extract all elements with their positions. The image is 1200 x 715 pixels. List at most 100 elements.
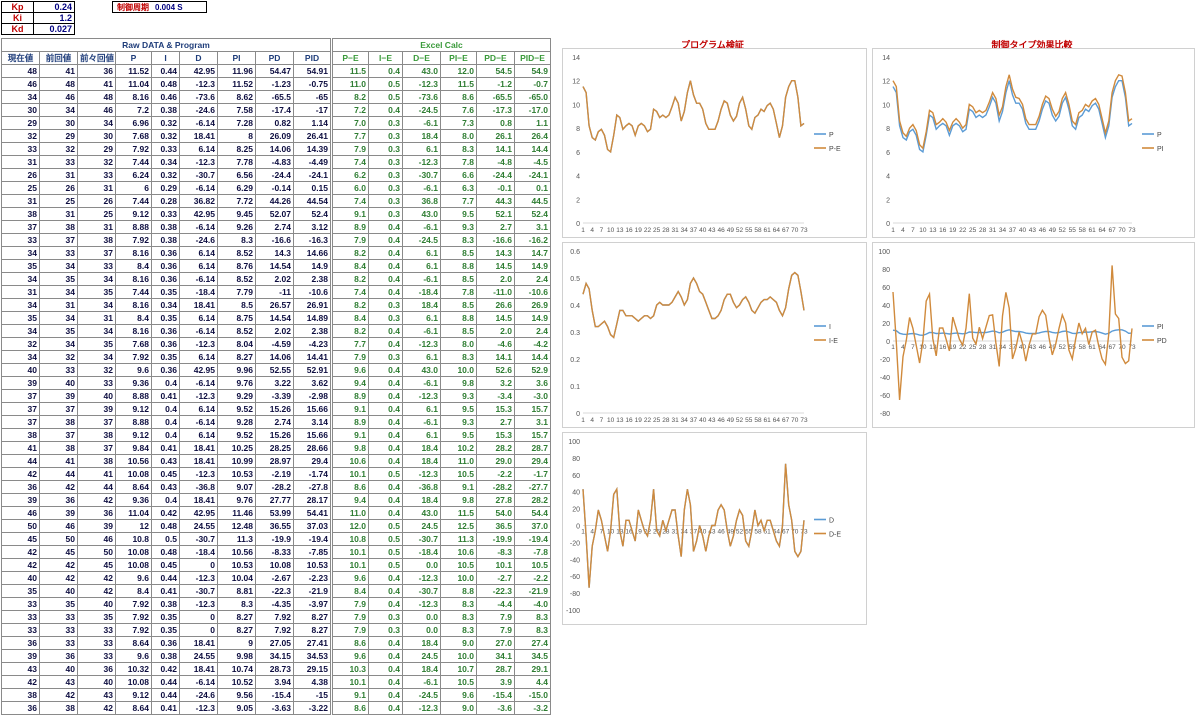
table-cell[interactable]: 6.1 [402,402,441,416]
table-cell[interactable]: 33 [39,363,78,377]
table-cell[interactable]: 8.3 [514,610,551,624]
table-cell[interactable]: 9.12 [115,207,152,221]
table-cell[interactable]: -4.23 [292,337,332,351]
table-cell[interactable]: 3.22 [255,376,294,390]
table-cell[interactable]: 3.1 [514,415,551,429]
table-cell[interactable]: 7.7 [332,129,369,143]
table-cell[interactable]: 18.41 [179,298,218,312]
table-cell[interactable]: 10.6 [440,545,477,559]
table-cell[interactable]: 8.16 [115,246,152,260]
table-cell[interactable]: 8.5 [440,324,477,338]
table-cell[interactable]: -19.9 [476,532,515,546]
table-cell[interactable]: 30 [77,129,116,143]
table-cell[interactable]: 9.76 [217,493,256,507]
table-cell[interactable]: 52.4 [292,207,332,221]
table-cell[interactable]: 0.4 [368,220,403,234]
table-cell[interactable]: 43.0 [402,64,441,78]
table-cell[interactable]: 33 [1,233,40,247]
table-cell[interactable]: 42 [1,467,40,481]
table-cell[interactable]: -11.0 [476,285,515,299]
table-cell[interactable]: -2.2 [514,571,551,585]
table-cell[interactable]: 6.96 [115,116,152,130]
table-cell[interactable]: 0.4 [368,480,403,494]
table-cell[interactable]: 0.3 [368,311,403,325]
table-cell[interactable]: 26 [39,181,78,195]
table-cell[interactable]: 0.5 [368,545,403,559]
table-cell[interactable]: 6.1 [402,350,441,364]
table-cell[interactable]: 38 [77,428,116,442]
table-cell[interactable]: 2.7 [476,220,515,234]
table-cell[interactable]: 0.41 [151,701,180,715]
table-cell[interactable]: 8.6 [440,90,477,104]
table-cell[interactable]: 41 [39,454,78,468]
table-cell[interactable]: 0.33 [151,207,180,221]
chart-i-vs-ie[interactable]: 0 0.1 0.2 0.3 0.4 0.5 0.6 1 4 7 10 13 16 19 22 25 28 31 34… [562,242,867,428]
table-cell[interactable]: 0.3 [368,623,403,637]
table-cell[interactable]: -17.3 [476,103,515,117]
table-cell[interactable]: 9.3 [440,389,477,403]
table-cell[interactable]: 11.04 [115,77,152,91]
table-cell[interactable]: 6.1 [402,311,441,325]
table-cell[interactable]: 32 [39,142,78,156]
table-cell[interactable]: 46 [77,532,116,546]
table-cell[interactable]: 9.45 [217,207,256,221]
table-cell[interactable]: 9.52 [217,402,256,416]
table-cell[interactable]: 0.4 [151,402,180,416]
table-cell[interactable]: -19.9 [255,532,294,546]
table-cell[interactable]: 26.41 [292,129,332,143]
table-cell[interactable]: 24.55 [179,649,218,663]
table-cell[interactable]: 0.4 [368,506,403,520]
table-cell[interactable]: 10.1 [476,558,515,572]
table-cell[interactable]: 9.28 [217,415,256,429]
table-cell[interactable]: 31 [1,194,40,208]
table-cell[interactable]: 2.4 [514,272,551,286]
table-cell[interactable]: 32 [77,363,116,377]
table-cell[interactable]: 12.0 [332,519,369,533]
table-cell[interactable]: 29.4 [292,454,332,468]
table-cell[interactable]: 8.3 [217,597,256,611]
table-cell[interactable]: 28.7 [476,662,515,676]
table-cell[interactable]: 0.1 [514,181,551,195]
table-cell[interactable]: -4.35 [255,597,294,611]
table-cell[interactable]: -24.5 [402,233,441,247]
table-cell[interactable]: -12.3 [179,337,218,351]
table-cell[interactable]: 50 [77,545,116,559]
table-cell[interactable]: 42.95 [179,363,218,377]
table-cell[interactable]: 8.3 [440,233,477,247]
table-cell[interactable]: 14.7 [514,246,551,260]
table-cell[interactable]: 8.75 [217,311,256,325]
table-cell[interactable]: 0.5 [151,532,180,546]
table-cell[interactable]: 31 [1,155,40,169]
table-cell[interactable]: -17.0 [514,103,551,117]
table-cell[interactable]: 7.68 [115,129,152,143]
table-cell[interactable]: 0.44 [151,675,180,689]
table-cell[interactable]: 44.26 [255,194,294,208]
table-cell[interactable]: 43.0 [402,207,441,221]
table-cell[interactable]: 24.55 [179,519,218,533]
table-cell[interactable]: 0.38 [151,649,180,663]
table-cell[interactable]: 34 [39,259,78,273]
table-cell[interactable]: 14.9 [514,311,551,325]
table-cell[interactable]: 9.5 [440,207,477,221]
table-cell[interactable]: 38 [39,701,78,715]
table-cell[interactable]: 0.34 [151,155,180,169]
table-cell[interactable]: 0.4 [368,441,403,455]
table-cell[interactable]: 36 [77,506,116,520]
table-cell[interactable]: 14.41 [292,350,332,364]
table-cell[interactable]: 9.12 [115,428,152,442]
table-cell[interactable]: 9.6 [440,688,477,702]
table-cell[interactable]: 11.5 [332,64,369,78]
table-cell[interactable]: -6.1 [402,415,441,429]
table-cell[interactable]: 45 [39,545,78,559]
table-cell[interactable]: 8.0 [440,129,477,143]
table-cell[interactable]: -2.98 [292,389,332,403]
table-cell[interactable]: 0 [179,610,218,624]
table-cell[interactable]: 0.3 [368,181,403,195]
table-cell[interactable]: 52.55 [255,363,294,377]
table-cell[interactable]: -6.14 [179,220,218,234]
table-cell[interactable]: -15.4 [476,688,515,702]
table-cell[interactable]: 30 [1,103,40,117]
table-cell[interactable]: 10.5 [440,558,477,572]
table-cell[interactable]: 35 [77,337,116,351]
table-cell[interactable]: 8.6 [332,636,369,650]
